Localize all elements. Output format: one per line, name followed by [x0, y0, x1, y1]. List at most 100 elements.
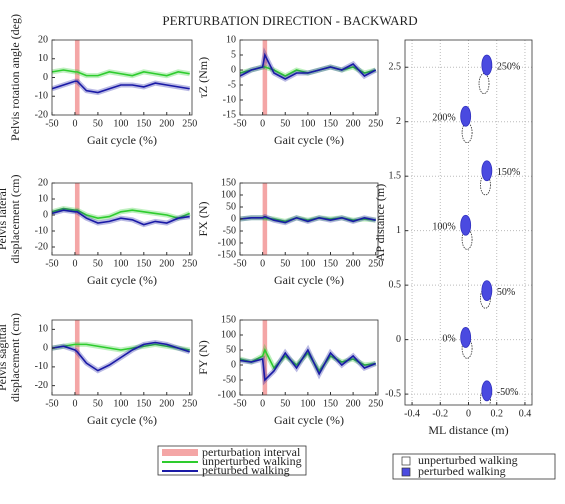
footprint	[478, 73, 490, 94]
axes-box	[51, 319, 193, 396]
y-tick-label: 50	[226, 201, 236, 212]
x-tick-label: 0	[72, 118, 77, 129]
x-tick-label: 150	[136, 118, 151, 129]
x-tick-label: 200	[159, 258, 174, 269]
x-tick-label: 200	[346, 258, 361, 269]
x-axis-label: Gait cycle (%)	[87, 133, 157, 147]
x-tick-label: 50	[93, 118, 103, 129]
series-line	[240, 215, 376, 224]
x-tick-label: 100	[113, 398, 128, 409]
footprint-label: 0%	[442, 334, 455, 345]
y-tick-label: 0	[43, 342, 48, 353]
footprint-label: 250%	[497, 61, 520, 72]
x-tick-label: 250	[182, 398, 197, 409]
y-tick-label: 10	[38, 324, 48, 335]
x-tick-label: -50	[233, 258, 246, 269]
footprint	[481, 380, 493, 402]
y-axis-label: τZ (Nm)	[196, 57, 210, 98]
y-tick-label: -150	[218, 249, 236, 260]
x-tick-label: 200	[346, 398, 361, 409]
x-tick-label: 150	[323, 118, 338, 129]
series-line	[52, 343, 190, 351]
legend-swatch	[401, 456, 411, 466]
axes-box	[239, 182, 379, 256]
perturbation-band	[262, 40, 268, 115]
y-tick-label: -10	[35, 91, 48, 102]
y-tick-label: 20	[38, 177, 48, 188]
y-tick-label: -50	[223, 374, 236, 385]
y-tick-label: 150	[221, 314, 236, 325]
y-tick-label: -10	[223, 94, 236, 105]
y-tick-label: 1	[396, 225, 401, 236]
y-tick-label: 0	[43, 72, 48, 83]
x-tick-label: 100	[300, 398, 315, 409]
x-tick-label: 50	[280, 258, 290, 269]
footprint-label: 150%	[497, 167, 520, 178]
y-tick-label: -100	[218, 237, 236, 248]
y-tick-label: 100	[221, 329, 236, 340]
x-tick-label: 0	[466, 408, 471, 419]
x-axis-label: Gait cycle (%)	[274, 273, 344, 287]
x-tick-label: 250	[368, 118, 383, 129]
x-axis-label: Gait cycle (%)	[274, 133, 344, 147]
series-line	[52, 69, 190, 77]
axes-box	[239, 319, 379, 396]
y-axis-label: Pelvis lateral	[0, 187, 9, 250]
x-tick-label: 100	[113, 118, 128, 129]
x-axis-label: ML distance (m)	[428, 423, 508, 437]
x-tick-label: -0.2	[432, 408, 448, 419]
series-line	[240, 52, 377, 80]
y-axis-label: displacement (cm)	[8, 175, 22, 264]
x-tick-label: 200	[346, 118, 361, 129]
series-line	[52, 209, 190, 226]
footprint	[460, 105, 472, 127]
x-tick-label: 150	[323, 258, 338, 269]
x-tick-label: 150	[136, 258, 151, 269]
x-tick-label: 150	[323, 398, 338, 409]
y-tick-label: -10	[35, 361, 48, 372]
series-line	[52, 207, 191, 220]
perturbation-band	[74, 320, 80, 395]
x-tick-label: 250	[368, 258, 383, 269]
y-axis-label: Pelvis sagittal	[0, 323, 9, 391]
y-tick-label: -5	[228, 79, 236, 90]
y-tick-label: -0.5	[385, 388, 401, 399]
y-tick-label: 20	[38, 34, 48, 45]
x-tick-label: 0.4	[519, 408, 532, 419]
y-tick-label: 0	[396, 334, 401, 345]
y-tick-label: 5	[231, 49, 236, 60]
perturbation-band	[262, 320, 268, 395]
x-tick-label: 0	[260, 118, 265, 129]
footprint	[460, 327, 472, 348]
legend-swatch	[401, 467, 411, 477]
y-axis-label: displacement (cm)	[8, 313, 22, 402]
y-tick-label: 10	[38, 53, 48, 64]
perturbation-band	[74, 183, 80, 255]
legend-label: perturbed walking	[418, 464, 506, 478]
legend-label: unperturbed walking	[418, 453, 518, 467]
y-tick-label: 0	[43, 209, 48, 220]
y-tick-label: -20	[35, 241, 48, 252]
legend-label: unperturbed walking	[202, 454, 302, 468]
series-line	[52, 80, 190, 94]
x-tick-label: 50	[280, 118, 290, 129]
y-tick-label: 50	[226, 344, 236, 355]
footprint	[460, 214, 472, 236]
y-axis-label: FX (N)	[196, 201, 210, 236]
plot-area	[52, 40, 191, 115]
y-tick-label: -100	[218, 389, 236, 400]
axes-box	[51, 39, 193, 116]
footprint-label: 50%	[497, 287, 515, 298]
x-tick-label: 250	[182, 258, 197, 269]
x-tick-label: -50	[45, 258, 58, 269]
series-line	[52, 341, 190, 372]
legend-box	[392, 453, 556, 480]
plot-area	[240, 320, 377, 395]
y-axis-label: FY (N)	[196, 340, 210, 375]
legend-label: perturbation interval	[202, 445, 301, 459]
series-band	[52, 78, 191, 96]
y-tick-label: -10	[35, 225, 48, 236]
x-tick-label: 0.2	[490, 408, 503, 419]
footprint-label: 200%	[432, 113, 455, 124]
y-tick-label: 0.5	[389, 279, 402, 290]
